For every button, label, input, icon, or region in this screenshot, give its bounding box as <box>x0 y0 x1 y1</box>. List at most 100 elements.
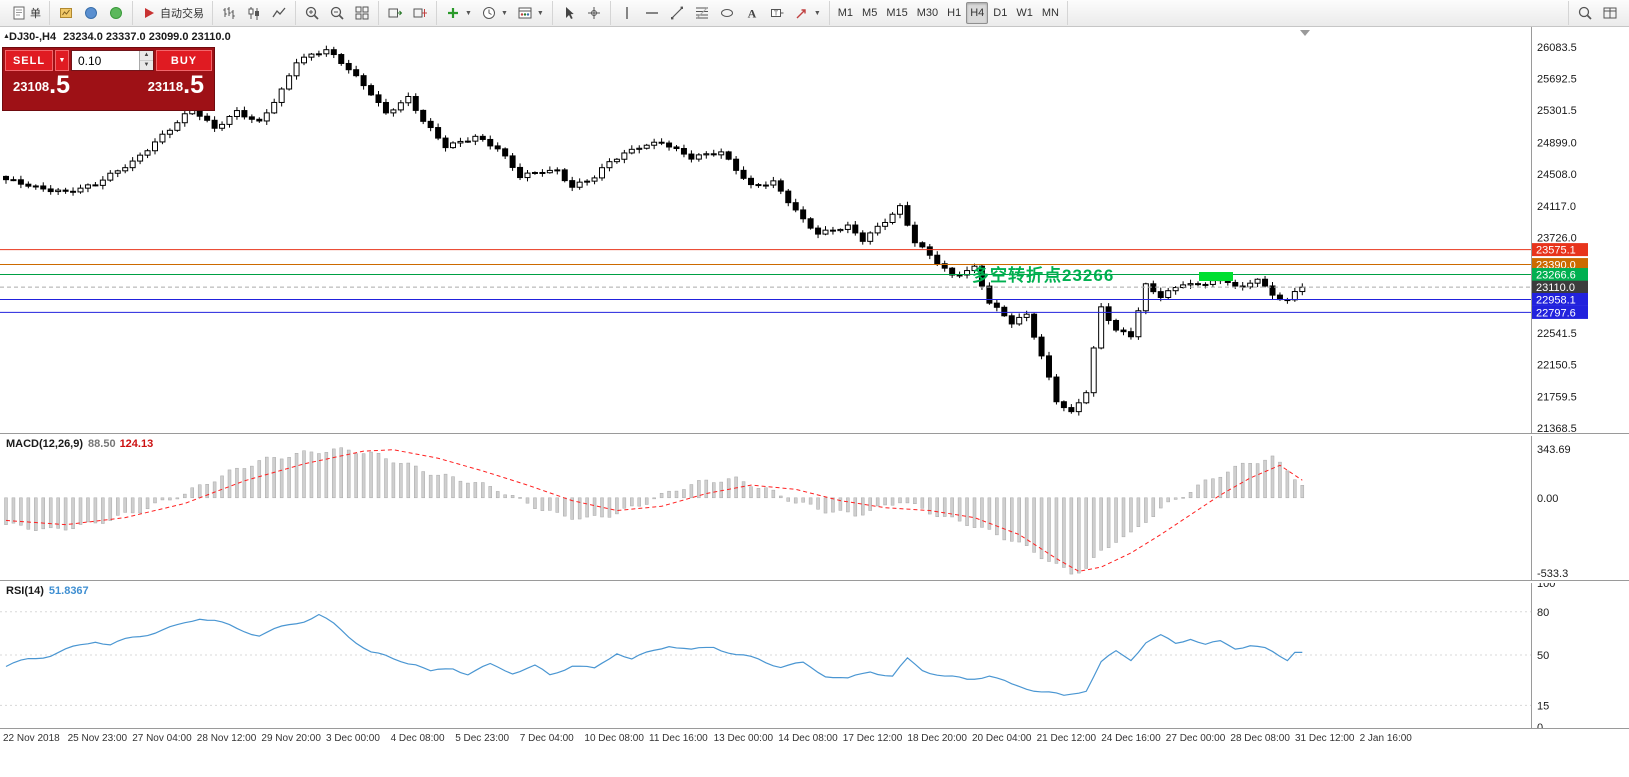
price-tag <box>1532 280 1588 294</box>
arrows-button[interactable]: ▼ <box>790 2 825 24</box>
zoom-in-button[interactable] <box>300 2 324 24</box>
rsi-panel[interactable]: 100 80 50 15 0 <box>0 582 1629 728</box>
chart-symbol-info: DJ30-,H4 23234.0 23337.0 23099.0 23110.0 <box>9 31 238 43</box>
volume-field[interactable]: 0.10 ▲ ▼ <box>71 50 154 71</box>
price-axis-label: 26083.5 <box>1537 42 1577 54</box>
horizontal-line-button[interactable] <box>640 2 664 24</box>
periods-button[interactable]: ▼ <box>477 2 512 24</box>
timeframe-h4-button[interactable]: H4 <box>966 2 989 24</box>
candle <box>770 180 777 186</box>
candle <box>740 169 747 179</box>
candle <box>345 62 352 71</box>
candlestick-chart-button[interactable] <box>242 2 266 24</box>
macd-axis-label: -533.3 <box>1537 568 1568 580</box>
search-icon <box>1578 6 1592 20</box>
timeframe-m5-button[interactable]: M5 <box>858 2 881 24</box>
shapes-button[interactable] <box>715 2 739 24</box>
cursor-button[interactable] <box>557 2 581 24</box>
timeframe-d1-button[interactable]: D1 <box>989 2 1011 24</box>
candle <box>658 141 665 144</box>
zoom-out-button[interactable] <box>325 2 349 24</box>
toolbar: 单 自动交易 ▼ ▼ ▼ A T ▼ M1 M5 M15 M30 H1 H4 D1 W1 MN <box>0 0 1629 27</box>
sell-price[interactable]: 23108 .5 <box>13 73 70 98</box>
bar-chart-button[interactable] <box>217 2 241 24</box>
candle <box>330 49 337 56</box>
time-axis-label: 21 Dec 12:00 <box>1036 733 1097 744</box>
macd-panel[interactable]: 343.69 0.00 -533.3 <box>0 435 1629 580</box>
candle <box>1247 282 1254 288</box>
buy-button[interactable]: BUY <box>156 50 212 71</box>
candle <box>278 88 285 103</box>
charts-button[interactable] <box>54 2 78 24</box>
candle <box>62 189 69 192</box>
fibonacci-button[interactable] <box>690 2 714 24</box>
zoom-in-icon <box>305 6 319 20</box>
label-button[interactable]: T <box>765 2 789 24</box>
candle <box>1098 306 1105 349</box>
vertical-line-button[interactable] <box>615 2 639 24</box>
candle <box>137 154 144 162</box>
templates-button[interactable]: ▼ <box>513 2 548 24</box>
candle <box>725 151 732 160</box>
line-chart-button[interactable] <box>267 2 291 24</box>
timeframe-m30-button[interactable]: M30 <box>913 2 942 24</box>
candle <box>599 167 605 179</box>
order-type-dropdown[interactable]: ▼ <box>55 50 69 71</box>
sell-button[interactable]: SELL <box>5 50 53 71</box>
candle <box>40 185 47 190</box>
svg-text:T: T <box>774 11 779 18</box>
profile-button[interactable] <box>79 2 103 24</box>
timeframe-mn-button[interactable]: MN <box>1038 2 1063 24</box>
timeframe-w1-button-label: W1 <box>1016 7 1033 19</box>
autotrading-button[interactable]: 自动交易 <box>137 2 208 24</box>
main-chart[interactable]: 26083.5 25692.5 25301.5 24899.0 24508.0 24117… <box>0 27 1629 433</box>
timeframe-w1-button[interactable]: W1 <box>1012 2 1037 24</box>
panel-separator[interactable] <box>0 433 1629 436</box>
spin-up-icon[interactable]: ▲ <box>140 51 153 61</box>
candle <box>152 141 158 152</box>
candle <box>971 265 978 272</box>
one-click-panel-toggle[interactable]: ▲ <box>3 33 10 40</box>
price-tag <box>1532 292 1588 306</box>
spin-down-icon[interactable]: ▼ <box>140 61 153 70</box>
candle <box>1113 319 1120 331</box>
tile-windows-button[interactable] <box>350 2 374 24</box>
timeframe-m15-button[interactable]: M15 <box>882 2 911 24</box>
timeframe-mn-button-label: MN <box>1041 7 1059 19</box>
candle <box>509 155 516 168</box>
candle <box>360 75 367 87</box>
time-axis-label: 28 Nov 12:00 <box>196 733 257 744</box>
candle <box>897 205 903 215</box>
buy-price[interactable]: 23118 .5 <box>148 73 204 98</box>
candle <box>643 144 650 149</box>
chart-shift-marker[interactable] <box>1300 30 1310 36</box>
candle <box>1276 294 1283 301</box>
candle <box>874 225 881 234</box>
price-axis-label: 24899.0 <box>1537 138 1577 150</box>
highlight-rectangle[interactable] <box>1199 272 1233 281</box>
chart-shift-button[interactable] <box>408 2 432 24</box>
indicators-button[interactable]: ▼ <box>441 2 476 24</box>
text-button[interactable]: A <box>740 2 764 24</box>
time-axis[interactable]: 22 Nov 2018 25 Nov 23:00 27 Nov 04:00 28 No… <box>0 728 1629 750</box>
chart-annotation[interactable]: 多空转折点23266 <box>972 266 1115 285</box>
candle <box>204 115 211 121</box>
community-button[interactable] <box>104 2 128 24</box>
timeframe-m1-button[interactable]: M1 <box>834 2 857 24</box>
timeframe-h1-button[interactable]: H1 <box>943 2 965 24</box>
price-tag-label: 23575.1 <box>1536 245 1576 257</box>
line-chart-icon <box>272 7 286 18</box>
crosshair-button[interactable] <box>582 2 606 24</box>
candle <box>1001 306 1008 317</box>
candle <box>1120 329 1127 333</box>
candle <box>450 142 456 149</box>
new-order-button[interactable]: 单 <box>7 2 45 24</box>
time-axis-label: 2 Jan 16:00 <box>1359 733 1412 744</box>
trendline-button[interactable] <box>665 2 689 24</box>
sell-price-main: 23108 <box>13 79 50 94</box>
right-group <box>1568 1 1626 25</box>
search-button[interactable] <box>1573 2 1597 24</box>
panel-separator[interactable] <box>0 580 1629 583</box>
layout-button[interactable] <box>1598 2 1622 24</box>
auto-scroll-button[interactable] <box>383 2 407 24</box>
